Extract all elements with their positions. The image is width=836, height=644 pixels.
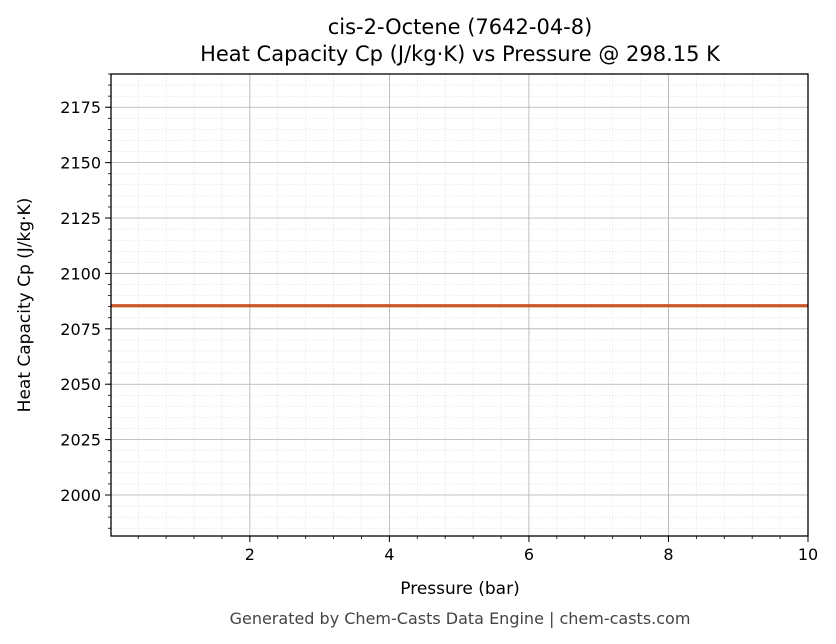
ticks-layer: 2 4 6 8 10 2000 2025 2050 2075 2100 2125 2150 2175: [60, 73, 818, 564]
footer-credit: Generated by Chem-Casts Data Engine | ch…: [230, 609, 691, 628]
x-tick-label: 8: [663, 545, 673, 564]
y-axis-label: Heat Capacity Cp (J/kg·K): [15, 198, 35, 413]
y-tick-label: 2025: [60, 431, 101, 450]
x-tick-label: 6: [524, 545, 534, 564]
y-tick-label: 2075: [60, 320, 101, 339]
y-tick-label: 2000: [60, 486, 101, 505]
x-axis-label: Pressure (bar): [400, 579, 519, 599]
y-tick-label: 2150: [60, 154, 101, 173]
x-tick-label: 4: [384, 545, 394, 564]
y-tick-label: 2125: [60, 209, 101, 228]
y-tick-label: 2175: [60, 98, 101, 117]
plot-frame: [110, 73, 809, 537]
y-tick-label: 2100: [60, 264, 101, 283]
chart-subtitle: Heat Capacity Cp (J/kg·K) vs Pressure @ …: [200, 42, 721, 66]
chart-title: cis-2-Octene (7642-04-8): [328, 15, 593, 39]
x-tick-label: 10: [798, 545, 818, 564]
y-tick-label: 2050: [60, 375, 101, 394]
x-tick-label: 2: [245, 545, 255, 564]
